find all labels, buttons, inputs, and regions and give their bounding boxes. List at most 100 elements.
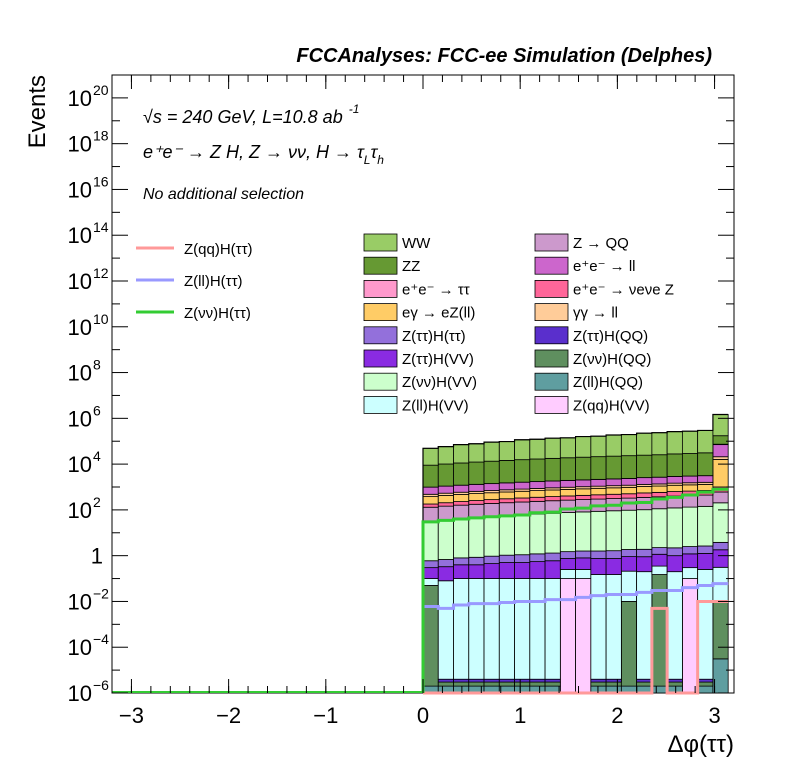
legend-swatch [534,372,569,391]
bar-e-e-e-e-z-12 [605,493,622,499]
y-tick-label: 1 [91,544,103,569]
y-tick-exponent: −4 [93,631,109,647]
bar-ww-11 [590,435,607,458]
bar-z-h-qq--4 [483,678,500,683]
bar-z-h--18 [697,545,714,554]
bar-z-h-vv--18 [697,553,714,570]
bar-z-h-vv--5 [498,562,515,579]
process-sub-l: L [364,153,371,167]
selection-annotation: No additional selection [143,186,304,203]
bar-z-h-vv--17 [681,553,699,569]
bar-z-h--1 [437,559,454,568]
bar-z-h--19 [712,541,729,551]
bar-z-h-vv--12 [605,510,622,552]
y-axis-title: Events [24,75,51,148]
bar-e-e-e-e-z-15 [651,491,668,498]
x-tick-label: 2 [611,703,623,728]
bar-e-e-e-e-z-9 [559,495,576,501]
bar-e-e-ll-10 [575,479,592,488]
bar-z-h-vv--16 [666,555,683,573]
bar-e-e-e-e-z-13 [620,493,638,499]
bar-z-h-vv--19 [712,502,729,543]
legend-label: Z(νν)H(VV) [402,374,477,391]
bar-z-h--14 [636,548,653,558]
legend: Z(qq)H(ττ) Z(ll)H(ττ) Z(νν)H(ττ) WW ZZ e⁺e⁻ →… [136,233,674,414]
energy-text: = 240 GeV, L=10.8 ab [162,107,343,127]
bar-z-ll-h-vv--4 [483,578,500,680]
bar-e-e-ll-3 [468,484,485,492]
bar-z-h-vv--11 [590,558,607,575]
legend-swatch [534,233,569,252]
legend-swatch [534,326,569,345]
y-tick-label: 10 [68,269,92,294]
bar-e-e-e-e-z-10 [575,494,592,500]
bar-z-ll-h-qq--15 [651,685,668,694]
legend-label: γγ → ll [573,305,618,322]
bar-z-ll-h-vv--2 [453,578,470,680]
bar-z-ll-h-vv--8 [544,578,561,680]
bar-z-h-qq--5 [498,681,515,687]
legend-label: e⁺e⁻ → ll [573,258,636,275]
bar-e-e-ll-17 [681,475,699,484]
bar-e-ez-ll--7 [529,490,546,498]
legend-swatch [534,256,569,275]
bar-z-h-vv--14 [636,509,653,550]
process-sub-h: h [377,153,384,167]
bar-e-ez-ll--10 [575,488,592,496]
bar-zz-15 [651,454,668,478]
bar-z-ll-h-qq--18 [697,685,714,694]
bar-z-h-vv--9 [559,558,576,570]
legend-line-label: Z(νν)H(ττ) [184,305,251,322]
bar-e-e-ll-6 [514,481,531,490]
legend-swatch [363,279,398,298]
bar-e-ez-ll--15 [651,485,668,493]
energy-annotation: √s = 240 GeV, L=10.8 ab -1 [143,102,359,127]
bar-z-h-qq--1 [437,678,454,683]
bar-z-qq-19 [712,491,729,504]
bar-z-h-vv--6 [514,562,531,579]
bar-e-ez-ll--6 [514,490,531,499]
bar-z-qq-h-vv--10 [575,578,592,694]
bar-z-h-vv--10 [575,557,592,570]
bar-z-ll-h-vv--11 [590,574,607,680]
bar-z-h-qq--12 [605,681,622,687]
bar-e-ez-ll--2 [453,494,470,502]
lumi-exponent: -1 [349,102,360,116]
legend-swatch [363,256,398,275]
bar-zz-14 [636,454,653,478]
y-tick-exponent: 20 [93,82,109,98]
bar-z-h-vv--12 [605,558,622,575]
bar-z-h--17 [681,546,699,555]
bar-zz-6 [514,459,531,483]
x-tick-label: 0 [417,703,429,728]
x-tick-label: 1 [514,703,526,728]
legend-swatch [534,349,569,368]
bar-ww-6 [514,439,531,461]
bar-e-e-ll-4 [483,483,500,491]
bar-ww-13 [620,434,638,457]
bar-z-h--11 [590,550,607,559]
bar-e-e-e-e-z-14 [636,492,653,498]
bar-e-e-e-e-z-0 [422,503,439,508]
bar-e-e-ll-9 [559,480,576,488]
bar-z-h-qq--14 [636,678,653,683]
legend-label: e⁺e⁻ → νeνe Z [573,281,674,298]
legend-swatch [363,395,398,414]
bar-e-e-e-e-z-7 [529,496,546,502]
y-tick-label: 10 [68,452,92,477]
bar-e-e-e-e-z-4 [483,499,500,504]
bar-e-e-ll-0 [422,486,439,495]
legend-label: e⁺e⁻ → ττ [402,281,470,298]
line-z-h- [421,487,729,693]
bar--ll-19 [712,456,729,460]
bar-z-h-vv--11 [590,510,607,552]
bar-ww-4 [483,441,500,462]
bar-e-e-e-e-z-3 [468,500,485,505]
bar-e-e-e-e-z-5 [498,498,515,504]
bar-z-ll-h-vv--3 [468,578,485,680]
bar-z-qq-5 [498,502,515,517]
bar-e-e-ll-7 [529,481,546,489]
legend-line-label: Z(qq)H(ττ) [184,241,253,258]
bar-z-h-vv--17 [681,506,699,547]
legend-swatch [363,372,398,391]
